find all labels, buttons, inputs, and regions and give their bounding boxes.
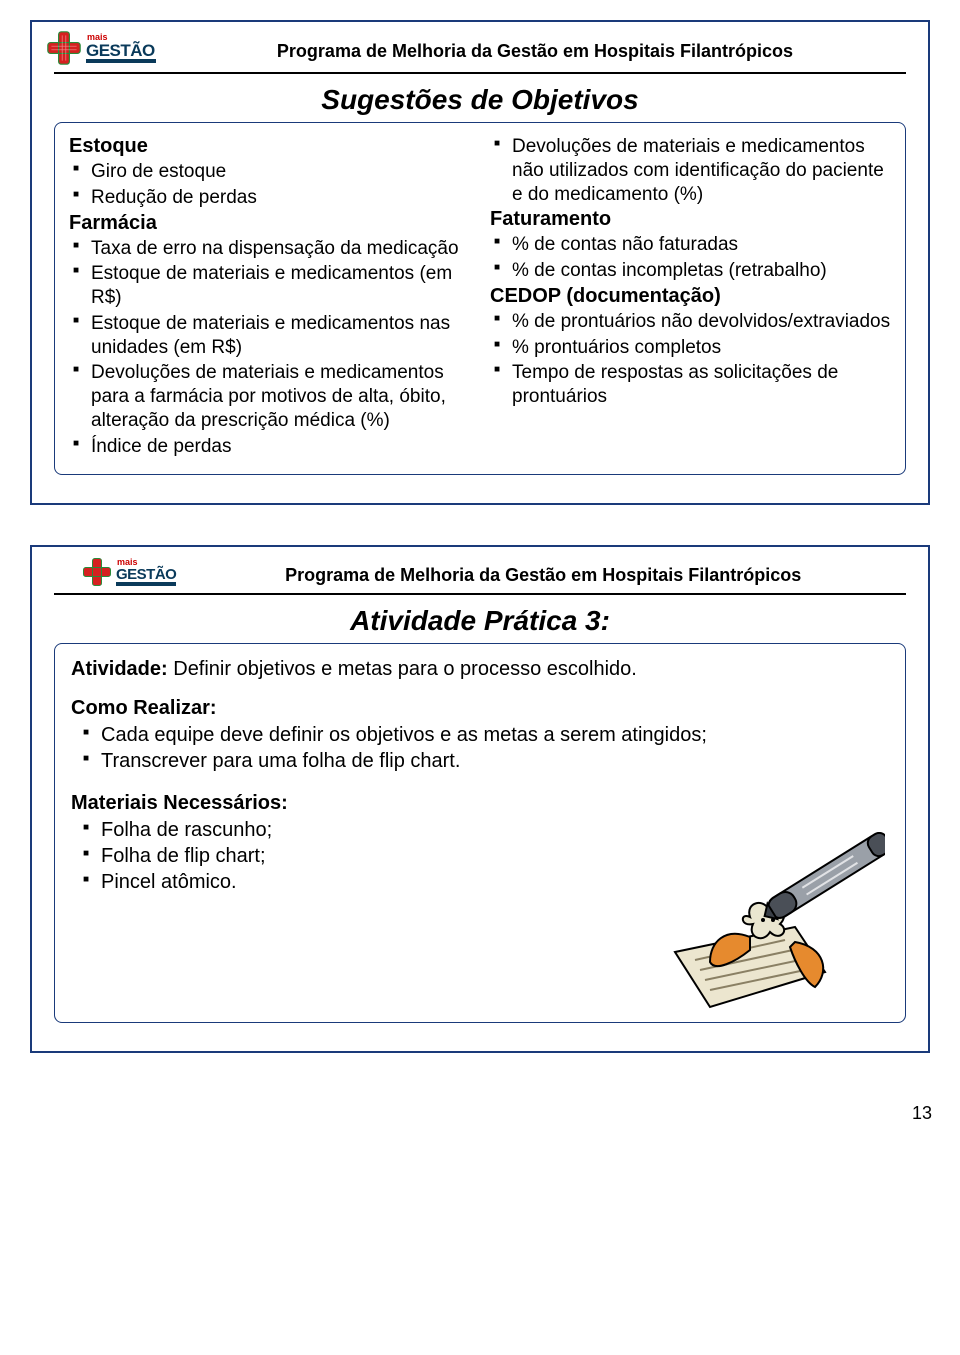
estoque-list: Giro de estoque Redução de perdas (69, 160, 470, 210)
program-title: Programa de Melhoria da Gestão em Hospit… (176, 559, 910, 586)
slide-title: Sugestões de Objetivos (32, 84, 928, 116)
page-number: 13 (0, 1093, 960, 1138)
logo-gestao: GESTÃO (86, 42, 156, 59)
logo: mais GESTÃO (46, 30, 156, 66)
logo-sub-bar (116, 582, 176, 586)
right-column: Devoluções de materiais e medicamentos n… (490, 133, 891, 460)
slide-title: Atividade Prática 3: (32, 605, 928, 637)
logo-cross-icon (46, 30, 82, 66)
list-item: % de contas não faturadas (512, 233, 891, 257)
list-item: Estoque de materiais e medicamentos (em … (91, 262, 470, 310)
list-item: Estoque de materiais e medicamentos nas … (91, 312, 470, 360)
how-label: Como Realizar: (71, 697, 889, 720)
list-item: % de contas incompletas (retrabalho) (512, 259, 891, 283)
slide-header: mais GESTÃO Programa de Melhoria da Gest… (32, 22, 928, 66)
faturamento-list: % de contas não faturadas % de contas in… (490, 233, 891, 283)
pen-paper-icon (655, 832, 885, 1012)
section-head-estoque: Estoque (69, 135, 470, 158)
list-item: Devoluções de materiais e medicamentos n… (512, 135, 891, 206)
header-divider (54, 593, 906, 595)
logo-sub-bar (86, 59, 156, 63)
section-head-faturamento: Faturamento (490, 208, 891, 231)
header-divider (54, 72, 906, 74)
content-box: Estoque Giro de estoque Redução de perda… (54, 122, 906, 475)
logo-cross-icon (82, 557, 112, 587)
list-item: Tempo de respostas as solicitações de pr… (512, 361, 891, 409)
activity-text: Definir objetivos e metas para o process… (168, 658, 637, 680)
logo-text: mais GESTÃO (86, 33, 156, 63)
activity-line: Atividade: Definir objetivos e metas par… (71, 658, 889, 681)
farmacia-list: Taxa de erro na dispensação da medicação… (69, 237, 470, 459)
how-list: Cada equipe deve definir os objetivos e … (71, 722, 889, 774)
slide-2: mais GESTÃO Programa de Melhoria da Gest… (30, 545, 930, 1053)
left-column: Estoque Giro de estoque Redução de perda… (69, 133, 470, 460)
list-item: Devoluções de materiais e medicamentos p… (91, 361, 470, 432)
list-item: % prontuários completos (512, 336, 891, 360)
content-box: Atividade: Definir objetivos e metas par… (54, 643, 906, 1023)
activity-label: Atividade: (71, 658, 168, 680)
list-item: Giro de estoque (91, 160, 470, 184)
list-item: Redução de perdas (91, 186, 470, 210)
list-item: % de prontuários não devolvidos/extravia… (512, 310, 891, 334)
columns: Estoque Giro de estoque Redução de perda… (69, 133, 891, 460)
section-head-farmacia: Farmácia (69, 212, 470, 235)
logo-text: mais GESTÃO (116, 558, 176, 586)
cedop-list: % de prontuários não devolvidos/extravia… (490, 310, 891, 409)
list-item: Taxa de erro na dispensação da medicação (91, 237, 470, 261)
list-item: Transcrever para uma folha de flip chart… (101, 748, 889, 774)
materials-label: Materiais Necessários: (71, 792, 889, 815)
slide-1: mais GESTÃO Programa de Melhoria da Gest… (30, 20, 930, 505)
program-title: Programa de Melhoria da Gestão em Hospit… (156, 35, 914, 62)
section-head-cedop: CEDOP (documentação) (490, 285, 891, 308)
list-item: Cada equipe deve definir os objetivos e … (101, 722, 889, 748)
pre-list: Devoluções de materiais e medicamentos n… (490, 135, 891, 206)
slide-header: mais GESTÃO Programa de Melhoria da Gest… (32, 547, 928, 587)
logo: mais GESTÃO (82, 557, 176, 587)
list-item: Índice de perdas (91, 435, 470, 459)
logo-gestao: GESTÃO (116, 567, 176, 582)
